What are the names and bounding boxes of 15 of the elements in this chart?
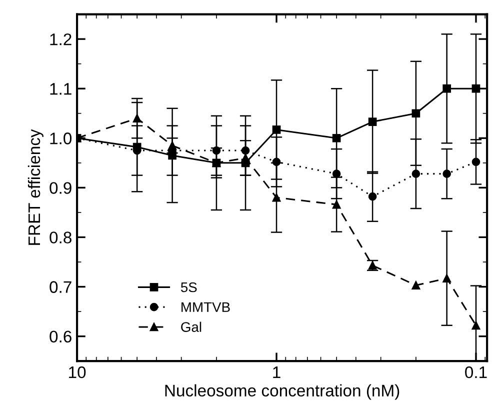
- legend-label: Gal: [181, 322, 202, 332]
- x-tick-label: 0.1: [465, 366, 487, 378]
- y-tick-label: 0.6: [50, 330, 72, 343]
- y-tick-label: 1.0: [50, 132, 72, 144]
- y-tick-label: 1.1: [50, 83, 72, 95]
- x-axis-title: Nucleosome concentration (nM): [165, 384, 400, 400]
- y-tick-label: 1.2: [50, 33, 72, 46]
- y-tick-label: 0.9: [50, 182, 72, 194]
- x-tick-label: 1: [273, 366, 280, 378]
- y-axis-title: FRET efficiency: [28, 129, 44, 245]
- x-tick-label: 10: [69, 366, 86, 378]
- legend-label: 5S: [180, 282, 197, 292]
- legend-label: MMTVB: [182, 302, 230, 312]
- y-tick-label: 0.8: [50, 232, 72, 244]
- y-tick-label: 0.7: [50, 281, 72, 293]
